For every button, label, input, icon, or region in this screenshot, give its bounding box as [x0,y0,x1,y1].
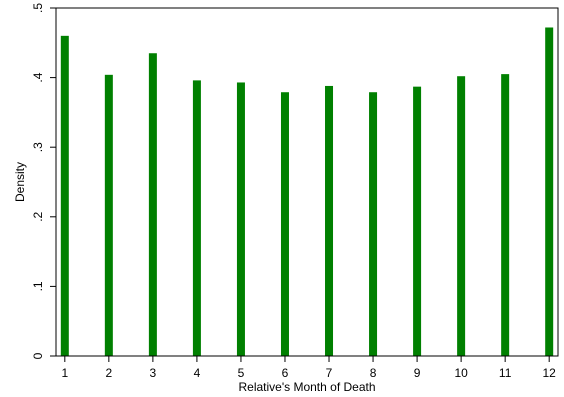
x-tick-label-11: 11 [499,366,512,380]
x-axis-title: Relative's Month of Death [238,380,375,394]
bar-month-5 [236,82,245,356]
bar-month-7 [325,85,334,356]
y-tick-label: .4 [31,72,45,82]
bar-month-6 [280,92,289,356]
x-tick-label-10: 10 [454,366,468,380]
x-axis-ticks: 1 2 3 4 5 6 7 8 9 10 11 12 [61,356,556,380]
bars-group [60,27,554,357]
x-tick-label-1: 1 [61,366,68,380]
bar-month-12 [545,27,554,357]
x-tick-label-3: 3 [150,366,157,380]
y-tick-label: .5 [31,3,45,13]
y-axis-ticks: 0 .1 .2 .3 .4 .5 [31,3,56,359]
y-tick-label: .3 [31,142,45,152]
bar-month-2 [104,74,113,356]
y-tick-label: .2 [31,211,45,221]
x-tick-label-9: 9 [414,366,421,380]
x-tick-label-4: 4 [194,366,201,380]
x-tick-label-6: 6 [282,366,289,380]
x-tick-label-7: 7 [326,366,333,380]
bar-month-4 [192,80,201,356]
bar-month-10 [457,76,466,357]
bar-month-8 [369,92,378,356]
bar-month-11 [501,74,510,357]
y-axis-title: Density [13,162,27,202]
x-tick-label-8: 8 [370,366,377,380]
bar-month-1 [60,35,69,357]
x-tick-label-12: 12 [543,366,557,380]
x-tick-label-5: 5 [238,366,245,380]
bar-month-9 [413,86,422,357]
y-tick-label: .1 [31,281,45,291]
y-tick-label: 0 [31,352,45,359]
bar-month-3 [148,53,157,357]
plot-area-frame [55,7,559,357]
x-tick-label-2: 2 [105,366,112,380]
